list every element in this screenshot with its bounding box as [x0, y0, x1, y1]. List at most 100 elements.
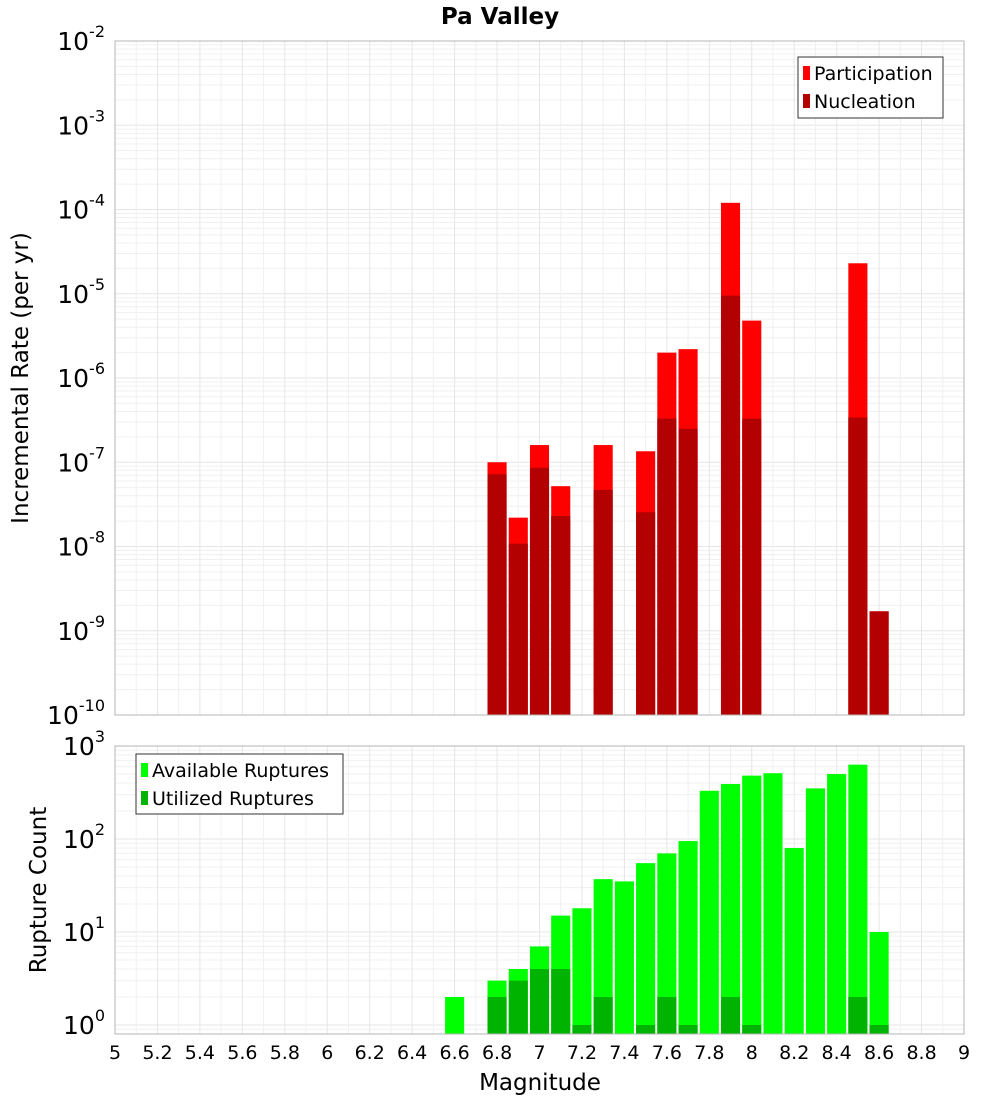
bar-primary — [742, 775, 762, 1034]
plot-frame — [114, 745, 965, 1035]
legend-entry: Nucleation — [814, 91, 916, 113]
y-tick-base: 10 — [57, 111, 89, 140]
bar-primary — [678, 841, 698, 1034]
x-tick-label: 8.6 — [864, 1042, 894, 1064]
y-tick-exponent: 1 — [95, 913, 105, 932]
x-axis-label: Magnitude — [479, 1070, 601, 1096]
bar-primary — [848, 764, 868, 1034]
y-tick-label: 10-7 — [57, 443, 105, 477]
bar-secondary — [869, 1024, 889, 1034]
y-tick-base: 10 — [57, 196, 89, 225]
x-tick-label: 6 — [321, 1042, 333, 1064]
x-tick-label: 7.2 — [567, 1042, 597, 1064]
y-tick-base: 10 — [57, 448, 89, 477]
bar-primary — [805, 788, 825, 1034]
x-tick-label: 7.6 — [652, 1042, 682, 1064]
y-tick-exponent: -4 — [89, 191, 105, 210]
x-tick-label: 6.6 — [439, 1042, 469, 1064]
y-tick-label: 10-4 — [57, 191, 105, 225]
bar-secondary — [529, 467, 550, 715]
bar-secondary — [657, 418, 677, 715]
legend: Available Ruptures Utilized Ruptures — [135, 753, 344, 815]
chart-title: Pa Valley — [441, 4, 559, 30]
bar-secondary — [720, 295, 741, 715]
x-tick-label: 9 — [958, 1042, 970, 1064]
bar-secondary — [720, 996, 741, 1034]
y-tick-exponent: -8 — [89, 528, 105, 547]
bar-primary — [636, 863, 656, 1034]
bar-secondary — [742, 418, 762, 715]
bar-secondary — [593, 996, 613, 1034]
bar-primary — [827, 773, 847, 1034]
x-tick-label: 7.8 — [694, 1042, 724, 1064]
y-tick-base: 10 — [57, 617, 89, 646]
legend-entry: Available Ruptures — [152, 760, 329, 782]
bar-secondary — [508, 543, 528, 715]
bar-secondary — [572, 1024, 592, 1034]
bar-primary — [763, 773, 783, 1034]
x-tick-label: 7 — [533, 1042, 545, 1064]
bar-secondary — [636, 512, 656, 715]
y-tick-label: 10-2 — [57, 22, 105, 56]
x-tick-label: 6.4 — [397, 1042, 427, 1064]
legend: Participation Nucleation — [797, 56, 944, 119]
x-tick-label: 6.2 — [355, 1042, 385, 1064]
top-y-axis-label: Incremental Rate (per yr) — [8, 232, 34, 524]
x-tick-label: 5.8 — [270, 1042, 300, 1064]
y-tick-exponent: -5 — [89, 275, 105, 294]
plot-frame — [114, 40, 965, 716]
y-tick-label: 103 — [63, 727, 105, 761]
bar-secondary — [529, 968, 550, 1034]
y-tick-exponent: 3 — [95, 727, 105, 746]
bar-secondary — [657, 996, 677, 1034]
y-tick-exponent: 0 — [95, 1006, 105, 1025]
x-tick-label: 5 — [109, 1042, 121, 1064]
y-tick-label: 10-3 — [57, 106, 105, 140]
legend-entry: Participation — [814, 63, 933, 85]
y-tick-base: 10 — [63, 1011, 95, 1040]
y-tick-base: 10 — [63, 732, 95, 761]
legend-entry: Utilized Ruptures — [152, 788, 314, 810]
bar-secondary — [487, 474, 507, 715]
y-tick-exponent: -3 — [89, 106, 105, 125]
y-tick-base: 10 — [63, 825, 95, 854]
bar-primary — [784, 848, 804, 1034]
y-tick-base: 10 — [57, 533, 89, 562]
y-tick-base: 10 — [57, 280, 89, 309]
bar-secondary — [551, 516, 571, 715]
x-tick-label: 5.6 — [227, 1042, 257, 1064]
bar-primary — [593, 879, 613, 1034]
legend-swatch — [803, 66, 810, 80]
y-tick-exponent: -6 — [89, 359, 105, 378]
x-tick-label: 8.8 — [906, 1042, 936, 1064]
bottom-y-axis-label: Rupture Count — [26, 807, 52, 973]
bar-secondary — [678, 1024, 698, 1034]
bar-primary — [614, 881, 634, 1034]
y-tick-exponent: 2 — [95, 820, 105, 839]
bar-secondary — [678, 428, 698, 715]
x-tick-labels: 5 5.2 5.4 5.6 5.8 6 6.2 6.4 6.6 6.8 7 7.2 7.4 7.6 7.8 8… — [109, 1042, 970, 1064]
x-tick-label: 8 — [746, 1042, 758, 1064]
bar-secondary — [848, 417, 868, 715]
rate-panel: 10-1010-910-810-710-610-510-410-310-2Par… — [47, 22, 965, 730]
bar-primary — [572, 908, 592, 1034]
y-tick-label: 10-8 — [57, 528, 105, 562]
bar-secondary — [636, 1024, 656, 1034]
x-tick-label: 7.4 — [609, 1042, 639, 1064]
y-tick-exponent: -7 — [89, 443, 105, 462]
legend-swatch — [803, 94, 810, 108]
y-tick-label: 10-5 — [57, 275, 105, 309]
x-tick-label: 8.2 — [779, 1042, 809, 1064]
bar-secondary — [869, 611, 889, 715]
bar-secondary — [848, 996, 868, 1034]
bar-primary — [720, 784, 741, 1034]
legend-box — [797, 56, 944, 119]
bar-secondary — [742, 1024, 762, 1034]
y-tick-base: 10 — [57, 364, 89, 393]
y-tick-exponent: -9 — [89, 612, 105, 631]
y-tick-label: 10-6 — [57, 359, 105, 393]
